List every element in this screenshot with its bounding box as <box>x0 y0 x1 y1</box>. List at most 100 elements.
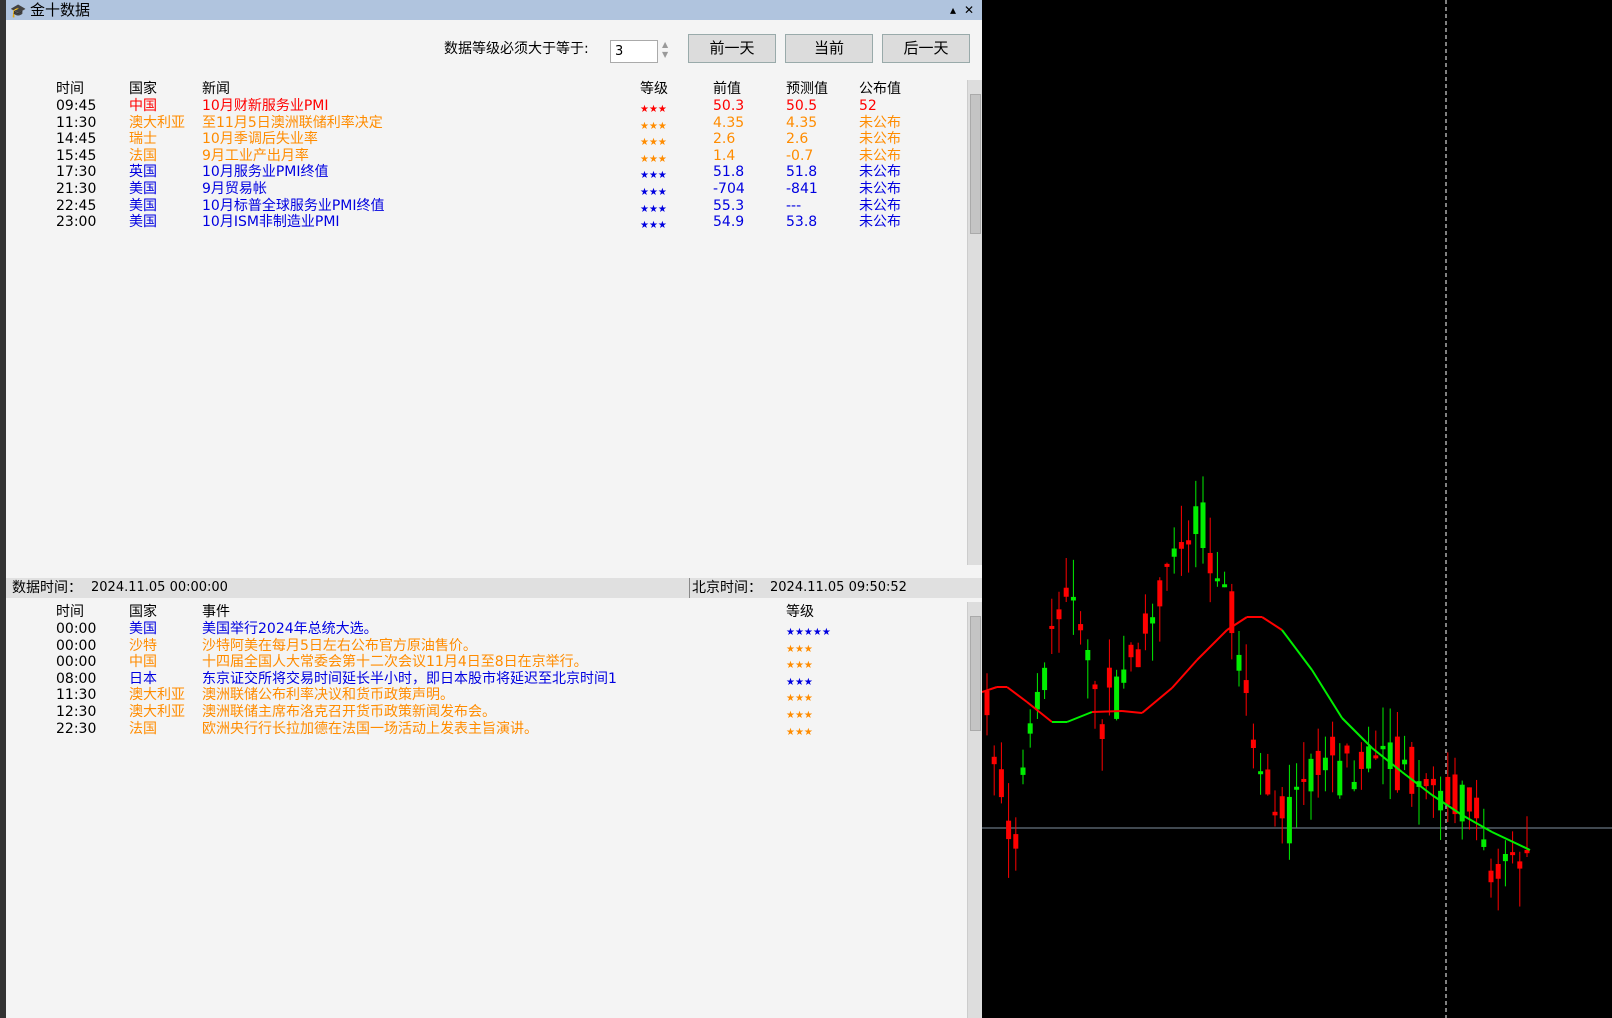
cell-forecast: 50.5 <box>786 98 818 114</box>
candle-body <box>1178 542 1184 549</box>
cell-actual: 未公布 <box>859 197 901 214</box>
table-row[interactable]: 17:30 英国 10月服务业PMI终值 ★★★ 51.8 51.8 未公布 <box>6 164 966 181</box>
table-row[interactable]: 14:45 瑞士 10月季调后失业率 ★★★ 2.6 2.6 未公布 <box>6 131 966 148</box>
scroll-thumb[interactable] <box>970 94 981 234</box>
candle-body <box>1099 724 1105 739</box>
moving-average-line <box>1066 711 1093 723</box>
cell-event: 东京证交所将交易时间延长半小时，即日本股市将延迟至北京时间1 <box>202 670 617 687</box>
beijing-time-value: 2024.11.05 09:50:52 <box>770 580 907 595</box>
cell-event: 澳洲联储公布利率决议和货币政策声明。 <box>202 687 454 704</box>
news-header-row: 时间 国家 新闻 等级 前值 预测值 公布值 <box>6 81 966 98</box>
price-chart[interactable] <box>982 0 1612 1018</box>
candle-body <box>1142 613 1148 634</box>
candle-body <box>1481 839 1487 847</box>
candle-body <box>1078 624 1084 631</box>
candle-body <box>1200 502 1206 549</box>
candle-body <box>1186 540 1192 545</box>
cell-news: 10月ISM非制造业PMI <box>202 214 340 231</box>
cell-prev: 51.8 <box>713 164 745 181</box>
cell-time: 21:30 <box>56 181 97 197</box>
cell-news: 10月财新服务业PMI <box>202 98 329 114</box>
level-filter-input[interactable]: 3 <box>610 40 658 63</box>
table-row[interactable]: 00:00 美国 美国举行2024年总统大选。 ★★★★★ <box>6 621 966 638</box>
moving-average-line <box>1261 616 1283 631</box>
cell-time: 14:45 <box>56 131 97 148</box>
news-scrollbar[interactable] <box>967 80 982 565</box>
cell-country: 中国 <box>129 654 157 671</box>
candle-body <box>1193 506 1199 535</box>
spinner-arrows-icon[interactable]: ▲ ▼ <box>662 40 669 59</box>
cell-country: 法国 <box>129 147 157 164</box>
data-time-value: 2024.11.05 00:00:00 <box>91 580 228 595</box>
cell-event: 澳洲联储主席布洛克召开货币政策新闻发布会。 <box>202 704 496 720</box>
cell-prev: -704 <box>713 181 745 197</box>
events-scrollbar[interactable] <box>967 602 982 1018</box>
table-row[interactable]: 21:30 美国 9月贸易帐 ★★★ -704 -841 未公布 <box>6 181 966 198</box>
cell-news: 10月季调后失业率 <box>202 131 318 148</box>
cell-time: 00:00 <box>56 637 97 654</box>
cell-level: ★★★ <box>786 643 813 655</box>
candle-body <box>1265 769 1271 795</box>
candle-body <box>1114 676 1120 719</box>
cell-country: 中国 <box>129 98 157 114</box>
moving-average-line <box>1196 629 1228 661</box>
header-time: 时间 <box>56 604 84 620</box>
cell-prev: 1.4 <box>713 147 736 164</box>
candle-body <box>1222 584 1228 588</box>
cell-time: 11:30 <box>56 114 97 131</box>
cell-news: 9月工业产出月率 <box>202 147 309 164</box>
cell-forecast: 51.8 <box>786 164 818 181</box>
moving-average-line <box>1341 717 1373 749</box>
candle-body <box>1488 870 1494 883</box>
candle-body <box>1258 771 1264 775</box>
candle-body <box>1423 779 1429 787</box>
cell-country: 澳大利亚 <box>129 687 185 704</box>
cell-forecast: 4.35 <box>786 114 818 131</box>
candle-body <box>1286 796 1292 844</box>
prev-day-button[interactable]: 前一天 <box>688 34 776 63</box>
cell-time: 11:30 <box>56 687 97 704</box>
table-row[interactable]: 22:45 美国 10月标普全球服务业PMI终值 ★★★ 55.3 --- 未公布 <box>6 198 966 215</box>
next-day-button[interactable]: 后一天 <box>882 34 970 63</box>
beijing-time-label: 北京时间： <box>692 580 762 596</box>
moving-average-line <box>1171 659 1198 689</box>
candle-body <box>1294 786 1300 790</box>
candle-body <box>1351 781 1357 790</box>
header-forecast: 预测值 <box>786 81 828 97</box>
cell-actual: 未公布 <box>859 147 901 164</box>
table-row[interactable]: 00:00 中国 十四届全国人大常委会第十二次会议11月4日至8日在京举行。 ★★★ <box>6 654 966 671</box>
table-row[interactable]: 11:30 澳大利亚 澳洲联储公布利率决议和货币政策声明。 ★★★ <box>6 687 966 704</box>
cell-actual: 未公布 <box>859 214 901 231</box>
moving-average-line <box>1311 669 1343 719</box>
current-button[interactable]: 当前 <box>785 34 873 63</box>
header-actual: 公布值 <box>859 81 901 97</box>
table-row[interactable]: 08:00 日本 东京证交所将交易时间延长半小时，即日本股市将延迟至北京时间1 ★★★ <box>6 671 966 688</box>
candle-body <box>1236 654 1242 671</box>
cell-level: ★★★ <box>640 120 667 132</box>
candle-body <box>1042 667 1048 691</box>
table-row[interactable]: 11:30 澳大利亚 至11月5日澳洲联储利率决定 ★★★ 4.35 4.35 未公布 <box>6 115 966 132</box>
close-icon[interactable]: ✕ <box>964 3 975 17</box>
candle-body <box>1466 787 1472 812</box>
candle-body <box>984 690 990 716</box>
cell-country: 美国 <box>129 214 157 231</box>
table-row[interactable]: 00:00 沙特 沙特阿美在每月5日左右公布官方原油售价。 ★★★ <box>6 638 966 655</box>
cell-level: ★★★ <box>786 676 813 688</box>
candle-body <box>1330 736 1336 756</box>
candle-body <box>1366 746 1372 769</box>
chart-background <box>982 0 1612 1018</box>
scroll-thumb[interactable] <box>970 616 981 731</box>
candle-body <box>1085 650 1091 661</box>
cell-prev: 55.3 <box>713 197 745 214</box>
candle-body <box>1452 774 1458 815</box>
table-row[interactable]: 09:45 中国 10月财新服务业PMI ★★★ 50.3 50.5 52 <box>6 98 966 115</box>
cell-time: 00:00 <box>56 621 97 637</box>
table-row[interactable]: 15:45 法国 9月工业产出月率 ★★★ 1.4 -0.7 未公布 <box>6 148 966 165</box>
table-row[interactable]: 22:30 法国 欧洲央行行长拉加德在法国一场活动上发表主旨演讲。 ★★★ <box>6 721 966 738</box>
cell-time: 22:45 <box>56 197 97 214</box>
cell-news: 10月标普全球服务业PMI终值 <box>202 197 385 214</box>
candle-body <box>1387 742 1393 770</box>
table-row[interactable]: 23:00 美国 10月ISM非制造业PMI ★★★ 54.9 53.8 未公布 <box>6 214 966 231</box>
table-row[interactable]: 12:30 澳大利亚 澳洲联储主席布洛克召开货币政策新闻发布会。 ★★★ <box>6 704 966 721</box>
collapse-icon[interactable]: ▴ <box>950 3 957 17</box>
